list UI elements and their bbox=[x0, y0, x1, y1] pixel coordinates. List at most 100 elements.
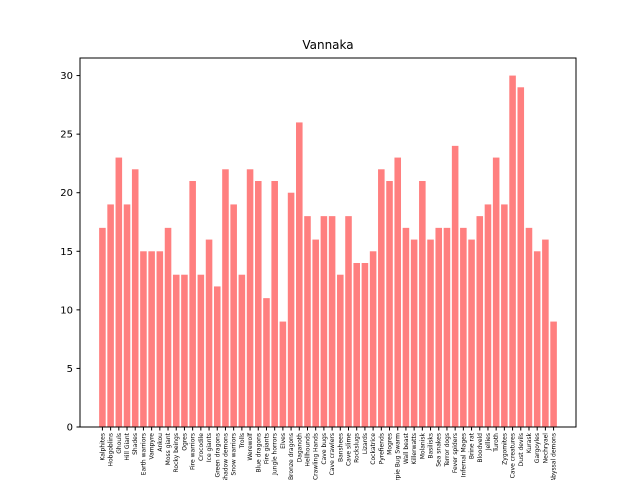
bars-group bbox=[99, 75, 557, 428]
x-tick-label-21: Jungle horrors bbox=[272, 433, 279, 476]
x-tick-label-35: Mogres bbox=[387, 433, 394, 455]
bar-36 bbox=[394, 157, 402, 427]
bar-24 bbox=[296, 122, 303, 428]
x-tick-label-5: Earth warriors bbox=[140, 433, 147, 475]
y-tick-label-5: 25 bbox=[60, 130, 73, 141]
x-tick-label-19: Blue dragons bbox=[255, 433, 262, 473]
x-tick-label-12: Crocodile bbox=[198, 433, 205, 461]
x-tick-label-14: Green dragons bbox=[214, 433, 221, 477]
bar-5 bbox=[140, 251, 147, 427]
bar-11 bbox=[189, 181, 196, 427]
bar-44 bbox=[460, 227, 467, 427]
x-tick-label-52: Kurask bbox=[526, 432, 533, 453]
x-tick-label-55: Abyssal demons bbox=[551, 433, 558, 480]
bar-7 bbox=[156, 251, 164, 427]
bar-33 bbox=[369, 251, 377, 427]
x-tick-label-9: Rocky beings bbox=[173, 433, 180, 473]
bar-2 bbox=[115, 157, 123, 427]
x-tick-label-18: Werewolf bbox=[247, 432, 254, 461]
x-tick-label-6: Vampyre bbox=[149, 433, 156, 460]
bar-39 bbox=[419, 181, 426, 427]
bar-21 bbox=[271, 181, 278, 427]
x-tick-label-23: Bronze dragons bbox=[288, 433, 295, 480]
bar-42 bbox=[443, 227, 451, 427]
y-tick-label-4: 20 bbox=[60, 188, 73, 199]
x-tick-label-28: Cave crawlers bbox=[329, 433, 336, 475]
x-tick-label-45: Brine rat bbox=[469, 432, 476, 459]
x-tick-label-37: Wall beast bbox=[403, 432, 410, 464]
x-tick-label-49: Zygomites bbox=[501, 433, 508, 465]
x-tick-label-22: Elves bbox=[280, 433, 287, 449]
bar-29 bbox=[337, 274, 344, 427]
bar-16 bbox=[230, 204, 237, 427]
x-tick-label-47: Jellies bbox=[485, 433, 492, 451]
x-tick-label-4: Shades bbox=[132, 433, 139, 455]
bar-38 bbox=[410, 239, 418, 427]
x-tick-label-50: Cave creatures bbox=[510, 433, 517, 478]
x-tick-label-40: Basilisks bbox=[428, 433, 435, 459]
bar-27 bbox=[320, 216, 328, 427]
x-tick-label-41: Sea snakes bbox=[436, 433, 443, 467]
bar-25 bbox=[304, 216, 311, 427]
bar-43 bbox=[451, 145, 459, 428]
x-tick-label-17: Trolls bbox=[239, 433, 246, 449]
bar-34 bbox=[378, 169, 385, 428]
x-tick-label-46: Bloodveld bbox=[477, 433, 484, 463]
bar-52 bbox=[525, 227, 533, 427]
x-tick-label-42: Terror dogs bbox=[444, 433, 451, 468]
bar-13 bbox=[205, 239, 213, 427]
x-tick-label-34: Pyrefiends bbox=[378, 433, 385, 464]
x-tick-label-25: Hellhounds bbox=[304, 433, 311, 467]
x-tick-label-36: Harpie Bug Swarm bbox=[395, 433, 402, 480]
bar-48 bbox=[492, 157, 500, 427]
x-tick-label-7: Ankou bbox=[157, 433, 164, 452]
bar-26 bbox=[312, 239, 319, 427]
x-tick-label-43: Fever spiders bbox=[452, 433, 459, 473]
axes-frame bbox=[79, 57, 577, 428]
x-tick-label-26: Crawling Hands bbox=[313, 433, 320, 480]
y-tick-label-6: 30 bbox=[60, 71, 73, 82]
x-tick-label-15: Shadow demons bbox=[222, 433, 229, 480]
bar-19 bbox=[254, 181, 262, 427]
bar-35 bbox=[386, 181, 393, 427]
bar-47 bbox=[484, 204, 492, 427]
x-tick-label-8: Moss giant bbox=[165, 432, 172, 465]
x-tick-label-32: Lizards bbox=[362, 433, 369, 454]
x-tick-label-44: Infernal Mages bbox=[460, 433, 467, 477]
chart-title: Vannaka bbox=[302, 38, 353, 52]
bar-53 bbox=[533, 251, 541, 427]
y-tick-label-1: 5 bbox=[67, 364, 73, 375]
bar-1 bbox=[107, 204, 114, 427]
x-tick-label-33: Cockatrice bbox=[370, 433, 377, 465]
x-tick-label-38: Killerwatts bbox=[411, 433, 418, 465]
bar-50 bbox=[509, 75, 516, 427]
bar-10 bbox=[181, 274, 188, 427]
x-tick-label-10: Ogres bbox=[181, 433, 188, 451]
x-tick-label-2: Ghouls bbox=[116, 433, 123, 454]
x-tick-label-27: Cave bugs bbox=[321, 433, 328, 465]
bar-4 bbox=[131, 169, 139, 428]
x-tick-label-30: Cave slime bbox=[346, 433, 353, 466]
bar-14 bbox=[213, 286, 221, 427]
bar-3 bbox=[123, 204, 131, 427]
x-tick-label-31: Rockslugs bbox=[354, 433, 361, 463]
bar-31 bbox=[353, 263, 360, 427]
y-tick-label-0: 0 bbox=[67, 423, 73, 434]
bar-15 bbox=[222, 169, 229, 428]
bar-0 bbox=[99, 227, 106, 427]
x-tick-label-29: Banshees bbox=[337, 433, 344, 462]
bar-12 bbox=[197, 274, 205, 427]
y-axis-ticks: 0 5 10 15 20 25 30 bbox=[60, 71, 80, 434]
x-tick-label-13: Ice giants bbox=[206, 433, 213, 462]
bar-28 bbox=[328, 216, 336, 427]
x-tick-label-20: Fire giants bbox=[263, 433, 270, 464]
bar-30 bbox=[345, 216, 352, 427]
x-axis-ticks: Kalphites Hobgoblins Ghouls Hill Giant Shade… bbox=[99, 427, 558, 485]
x-tick-label-53: Gargoyles bbox=[534, 433, 541, 463]
x-tick-label-24: Daganoth bbox=[296, 433, 303, 463]
x-tick-label-39: Molanisk bbox=[419, 432, 426, 459]
x-tick-label-54: Nechryael bbox=[542, 433, 549, 464]
bar-20 bbox=[263, 298, 270, 427]
